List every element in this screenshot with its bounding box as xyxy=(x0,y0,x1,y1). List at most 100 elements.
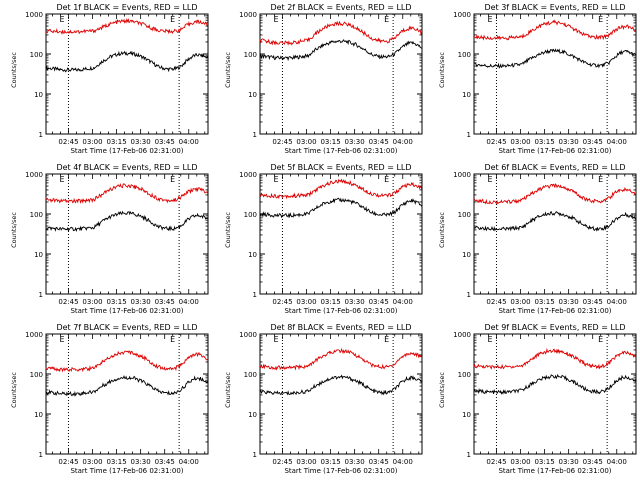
panel-title: Det 7f BLACK = Events, RED = LLD xyxy=(56,323,197,332)
x-tick-label: 02:45 xyxy=(272,458,292,466)
event-marker-label: E xyxy=(598,15,603,24)
x-tick-label: 03:30 xyxy=(559,298,579,306)
y-tick-label: 1000 xyxy=(25,171,43,179)
panel-det-7: Det 7f BLACK = Events, RED = LLD Counts/s… xyxy=(10,323,209,475)
x-tick-label: 03:15 xyxy=(106,138,126,146)
x-tick-label: 02:45 xyxy=(58,458,78,466)
plot-frame xyxy=(45,13,209,135)
series-line-events xyxy=(259,374,422,396)
event-marker-label: E xyxy=(487,335,492,344)
x-tick-label: 03:45 xyxy=(155,138,175,146)
series-line-events xyxy=(259,39,422,62)
x-tick-label: 03:30 xyxy=(345,458,365,466)
x-tick-label: 03:15 xyxy=(320,298,340,306)
x-tick-label: 03:15 xyxy=(320,138,340,146)
x-tick-label: 03:45 xyxy=(369,138,389,146)
series-line-lld xyxy=(473,347,637,370)
y-tick-label: 1000 xyxy=(239,11,257,19)
series-line-events xyxy=(473,373,637,395)
x-tick-label: 04:00 xyxy=(179,298,199,306)
y-tick-label: 1000 xyxy=(453,11,471,19)
x-tick-label: 03:15 xyxy=(320,458,340,466)
y-tick-label: 10 xyxy=(248,411,257,419)
y-tick-label: 1000 xyxy=(25,331,43,339)
y-tick-label: 1 xyxy=(39,131,43,139)
y-tick-label: 1 xyxy=(39,291,43,299)
x-tick-label: 03:30 xyxy=(131,458,151,466)
x-tick-label: 03:15 xyxy=(534,298,554,306)
x-tick-label: 03:00 xyxy=(82,138,102,146)
x-tick-label: 04:00 xyxy=(607,138,627,146)
y-tick-label: 100 xyxy=(30,51,43,59)
x-tick-label: 04:00 xyxy=(393,458,413,466)
series-line-events xyxy=(259,197,423,219)
x-tick-label: 03:00 xyxy=(296,458,316,466)
x-tick-label: 03:15 xyxy=(106,458,126,466)
y-axis-label: Counts/sec xyxy=(10,52,18,88)
x-tick-label: 02:45 xyxy=(486,458,506,466)
x-tick-label: 03:00 xyxy=(510,138,530,146)
y-axis-label: Counts/sec xyxy=(10,212,18,248)
series-line-lld xyxy=(473,182,636,205)
y-tick-label: 1 xyxy=(253,451,257,459)
panel-title: Det 5f BLACK = Events, RED = LLD xyxy=(270,163,411,172)
panel-det-4: Det 4f BLACK = Events, RED = LLD Counts/s… xyxy=(10,163,209,315)
x-axis-label: Start Time (17-Feb-06 02:31:00) xyxy=(70,307,183,315)
series-line-events xyxy=(473,48,636,69)
x-tick-label: 03:30 xyxy=(559,458,579,466)
x-tick-label: 02:45 xyxy=(272,298,292,306)
y-tick-label: 1 xyxy=(467,291,471,299)
panel-det-9: Det 9f BLACK = Events, RED = LLD Counts/s… xyxy=(438,323,637,475)
x-tick-label: 03:45 xyxy=(369,458,389,466)
event-marker-label: E xyxy=(598,175,603,184)
x-axis-label: Start Time (17-Feb-06 02:31:00) xyxy=(284,307,397,315)
y-tick-label: 100 xyxy=(244,51,257,59)
series-line-lld xyxy=(45,18,208,35)
y-tick-label: 100 xyxy=(244,211,257,219)
event-marker-label: E xyxy=(487,175,492,184)
y-tick-label: 1 xyxy=(467,451,471,459)
event-marker-label: E xyxy=(170,15,175,24)
y-tick-label: 1000 xyxy=(25,11,43,19)
event-marker-label: E xyxy=(170,335,175,344)
x-tick-label: 03:00 xyxy=(82,458,102,466)
x-tick-label: 03:15 xyxy=(106,298,126,306)
series-line-events xyxy=(473,211,637,232)
plot-frame xyxy=(45,173,209,295)
event-marker-label: E xyxy=(487,15,492,24)
y-tick-label: 1 xyxy=(39,451,43,459)
y-tick-label: 100 xyxy=(458,51,471,59)
plot-frame xyxy=(473,13,637,135)
series-line-events xyxy=(45,50,209,73)
series-line-lld xyxy=(259,347,423,371)
series-line-lld xyxy=(259,20,423,46)
plot-frame xyxy=(259,173,423,295)
x-tick-label: 03:00 xyxy=(82,298,102,306)
x-axis-label: Start Time (17-Feb-06 02:31:00) xyxy=(498,307,611,315)
y-tick-label: 10 xyxy=(34,251,43,259)
x-tick-label: 03:45 xyxy=(155,458,175,466)
series-line-lld xyxy=(45,350,208,373)
x-axis-label: Start Time (17-Feb-06 02:31:00) xyxy=(70,147,183,155)
y-tick-label: 100 xyxy=(458,211,471,219)
event-marker-label: E xyxy=(59,15,64,24)
plot-frame xyxy=(259,333,423,455)
x-tick-label: 03:30 xyxy=(345,298,365,306)
y-axis-label: Counts/sec xyxy=(10,372,18,408)
panel-title: Det 3f BLACK = Events, RED = LLD xyxy=(484,3,625,12)
panel-det-6: Det 6f BLACK = Events, RED = LLD Counts/s… xyxy=(438,163,637,315)
plot-frame xyxy=(473,333,637,455)
event-marker-label: E xyxy=(598,335,603,344)
x-tick-label: 04:00 xyxy=(179,138,199,146)
x-tick-label: 03:00 xyxy=(510,458,530,466)
x-tick-label: 04:00 xyxy=(393,298,413,306)
x-tick-label: 03:30 xyxy=(131,138,151,146)
panel-title: Det 1f BLACK = Events, RED = LLD xyxy=(56,3,197,12)
x-tick-label: 03:45 xyxy=(583,138,603,146)
x-tick-label: 02:45 xyxy=(486,138,506,146)
x-tick-label: 03:15 xyxy=(534,458,554,466)
y-tick-label: 10 xyxy=(34,91,43,99)
plot-frame xyxy=(473,173,637,295)
event-marker-label: E xyxy=(273,175,278,184)
